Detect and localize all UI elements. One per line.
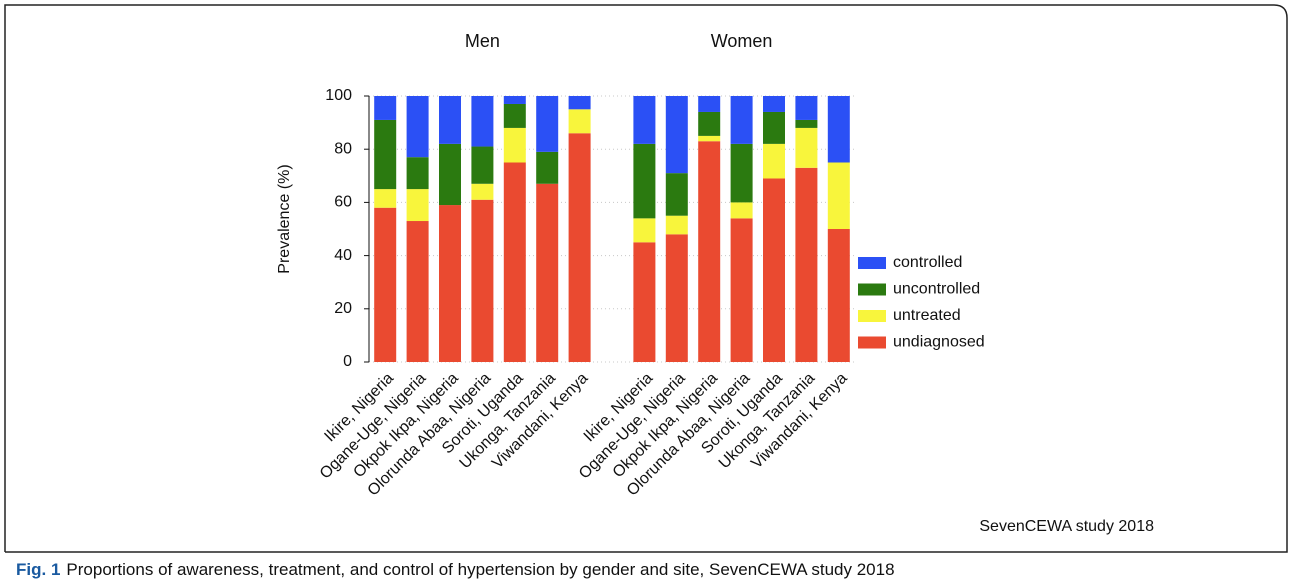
bar-segment: [730, 218, 753, 362]
bar-segment: [536, 151, 559, 184]
bar-segment: [406, 221, 429, 362]
bar-segment: [827, 162, 850, 229]
bar-segment: [730, 96, 753, 144]
bar-segment: [374, 96, 397, 120]
bar-segment: [471, 96, 494, 147]
figure-border: [4, 4, 1288, 553]
bar-segment: [698, 141, 721, 362]
bar-segment: [568, 133, 591, 362]
bar-segment: [633, 96, 656, 144]
bar-segment: [503, 103, 526, 128]
bar-segment: [374, 207, 397, 362]
legend-swatch: [858, 310, 886, 322]
bar-segment: [406, 96, 429, 158]
y-tick-label: 0: [343, 353, 352, 370]
bar-segment: [730, 143, 753, 203]
legend-label: controlled: [893, 254, 962, 271]
bar-segment: [763, 96, 785, 112]
bar-segment: [503, 96, 526, 104]
bar-segment: [698, 96, 721, 112]
bar-segment: [374, 119, 397, 190]
source-note: SevenCEWA study 2018: [979, 518, 1154, 535]
y-tick-label: 60: [334, 194, 352, 211]
bar-segment: [406, 157, 429, 190]
bar-segment: [665, 215, 688, 235]
bar-segment: [471, 146, 494, 184]
bar-segment: [795, 167, 818, 362]
bar-segment: [795, 119, 818, 128]
bar-segment: [795, 96, 818, 120]
caption-label: Fig. 1: [16, 560, 60, 579]
legend-swatch: [858, 257, 886, 269]
panel-title: Women: [711, 31, 773, 51]
bar-segment: [698, 111, 721, 136]
caption: Fig. 1 Proportions of awareness, treatmen…: [16, 560, 895, 579]
legend-label: untreated: [893, 307, 961, 324]
y-tick-label: 20: [334, 300, 352, 317]
bar-segment: [568, 96, 591, 110]
bar-segment: [763, 143, 785, 179]
bar-segment: [439, 143, 461, 206]
bar-segment: [568, 109, 591, 134]
y-tick-label: 100: [325, 87, 352, 104]
legend-label: undiagnosed: [893, 334, 985, 351]
bar-segment: [698, 135, 721, 142]
y-axis-label: Prevalence (%): [276, 164, 293, 273]
bar-segment: [374, 189, 397, 208]
bar-segment: [439, 205, 461, 362]
bar-segment: [633, 218, 656, 243]
bar-segment: [503, 127, 526, 163]
bar-segment: [633, 143, 656, 219]
legend-label: uncontrolled: [893, 281, 980, 298]
y-tick-label: 40: [334, 247, 352, 264]
bar-segment: [471, 183, 494, 200]
bar-segment: [439, 96, 461, 144]
bar-segment: [665, 96, 688, 174]
bar-segment: [665, 173, 688, 216]
panel-title: Men: [465, 31, 500, 51]
bar-segment: [763, 111, 785, 144]
y-tick-label: 80: [334, 140, 352, 157]
legend-swatch: [858, 283, 886, 296]
caption-text: Proportions of awareness, treatment, and…: [66, 560, 894, 579]
bar-segment: [665, 234, 688, 362]
bar-segment: [827, 229, 850, 362]
bar-segment: [503, 162, 526, 362]
bar-segment: [536, 96, 559, 152]
bar-segment: [471, 199, 494, 362]
bar-segment: [730, 202, 753, 219]
bar-segment: [536, 183, 559, 362]
bar-segment: [763, 178, 785, 362]
bar-segment: [633, 242, 656, 362]
legend-swatch: [858, 336, 886, 349]
bar-segment: [795, 127, 818, 168]
bar-segment: [406, 189, 429, 222]
bar-segment: [827, 96, 850, 163]
